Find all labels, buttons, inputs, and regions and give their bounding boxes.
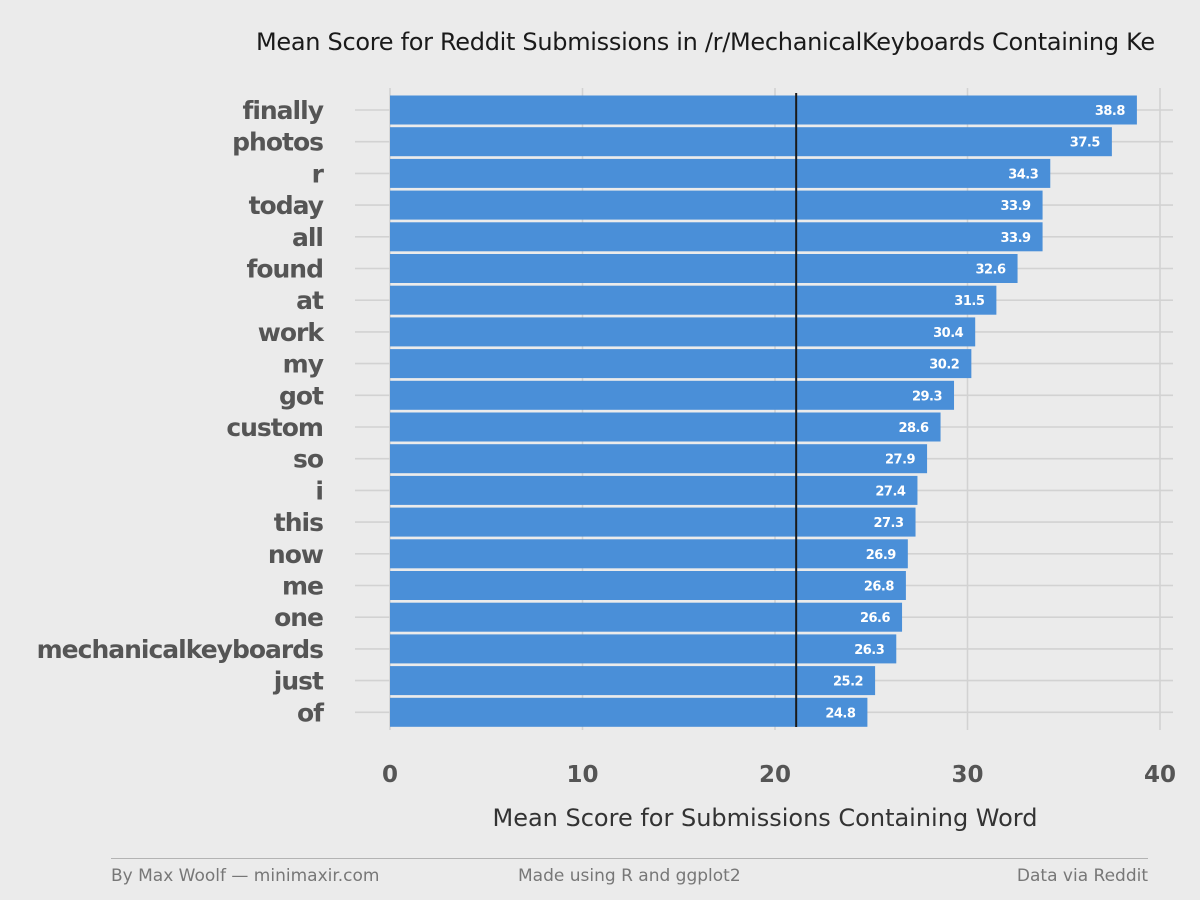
x-axis-title: Mean Score for Submissions Containing Wo… — [492, 804, 1038, 832]
bar-value-label: 26.6 — [860, 611, 891, 626]
y-axis-label: this — [274, 508, 323, 537]
bar — [390, 539, 908, 569]
bar-value-label: 32.6 — [975, 263, 1006, 278]
bar — [390, 571, 906, 600]
footer-divider — [111, 858, 1148, 859]
y-axis-label: so — [293, 445, 324, 474]
bar-value-label: 26.9 — [866, 548, 897, 563]
y-axis-label: found — [246, 255, 323, 284]
bar — [390, 666, 876, 696]
bar — [390, 697, 868, 727]
bar-value-label: 34.3 — [1008, 167, 1039, 182]
y-axis-label: i — [315, 476, 323, 505]
bar-value-label: 29.3 — [912, 389, 943, 404]
bar — [390, 444, 928, 474]
x-axis-tick-labels: 0 10 20 30 40 — [382, 762, 1176, 788]
y-axis-label: today — [249, 191, 324, 220]
footer-made-with: Made using R and ggplot2 — [518, 866, 741, 886]
bar-value-label: 31.5 — [954, 294, 985, 309]
bar-value-label: 27.3 — [873, 516, 904, 531]
y-axis-label: of — [297, 698, 325, 727]
bar-value-label: 30.2 — [929, 358, 959, 373]
bar — [390, 285, 997, 315]
bar-value-label: 37.5 — [1070, 136, 1101, 151]
x-tick-label: 30 — [951, 762, 983, 788]
x-tick-label: 20 — [759, 762, 791, 788]
chart-title: Mean Score for Reddit Submissions in /r/… — [256, 28, 1155, 56]
x-tick-label: 0 — [382, 762, 398, 788]
bar-value-label: 38.8 — [1095, 104, 1126, 119]
y-axis-label: photos — [232, 128, 323, 157]
bar-value-label: 33.9 — [1000, 199, 1031, 214]
bar-value-label: 26.3 — [854, 643, 885, 658]
footer-source: Data via Reddit — [1016, 866, 1148, 886]
bar — [390, 634, 897, 664]
bar-value-label: 27.9 — [885, 453, 916, 468]
y-axis-label: custom — [226, 413, 323, 442]
y-axis-label: one — [274, 603, 323, 632]
x-tick-label: 40 — [1144, 762, 1176, 788]
bar — [390, 222, 1043, 252]
bar — [390, 127, 1112, 157]
bar — [390, 190, 1043, 220]
y-axis-label: finally — [242, 96, 323, 125]
bar — [390, 254, 1018, 283]
y-axis-label: work — [258, 318, 326, 347]
y-axis-label: just — [273, 667, 324, 696]
bar — [390, 349, 972, 379]
bar — [390, 475, 918, 505]
bar-value-labels: 38.8 37.5 34.3 33.9 33.9 32.6 31.5 30.4 30.2 29.3… — [825, 104, 1126, 721]
bar-value-label: 25.2 — [833, 675, 863, 690]
bar — [390, 507, 916, 537]
bar — [390, 380, 955, 410]
bar-value-label: 33.9 — [1000, 231, 1031, 246]
y-axis-label: now — [268, 540, 324, 569]
y-axis-label: at — [296, 286, 324, 315]
bar — [390, 158, 1051, 188]
y-axis-label: mechanicalkeyboards — [37, 635, 323, 664]
bar-value-label: 28.6 — [898, 421, 929, 436]
y-axis-label: my — [283, 350, 324, 379]
bar — [390, 95, 1137, 125]
bar — [390, 602, 903, 632]
bar-chart: 38.8 37.5 34.3 33.9 33.9 32.6 31.5 30.4 30.2 29.3… — [37, 88, 1176, 788]
bar — [390, 317, 976, 347]
x-tick-label: 10 — [566, 762, 598, 788]
bar-value-label: 26.8 — [864, 580, 895, 595]
y-axis-label: all — [292, 223, 323, 252]
bars — [390, 95, 1137, 727]
y-axis-label: got — [279, 381, 324, 410]
bar-value-label: 24.8 — [825, 706, 856, 721]
bar — [390, 412, 941, 442]
y-axis-label: r — [312, 159, 325, 188]
y-axis-label: me — [282, 572, 323, 601]
bar-value-label: 27.4 — [875, 484, 906, 499]
bar-value-label: 30.4 — [933, 326, 964, 341]
footer-credit: By Max Woolf — minimaxir.com — [111, 866, 380, 886]
